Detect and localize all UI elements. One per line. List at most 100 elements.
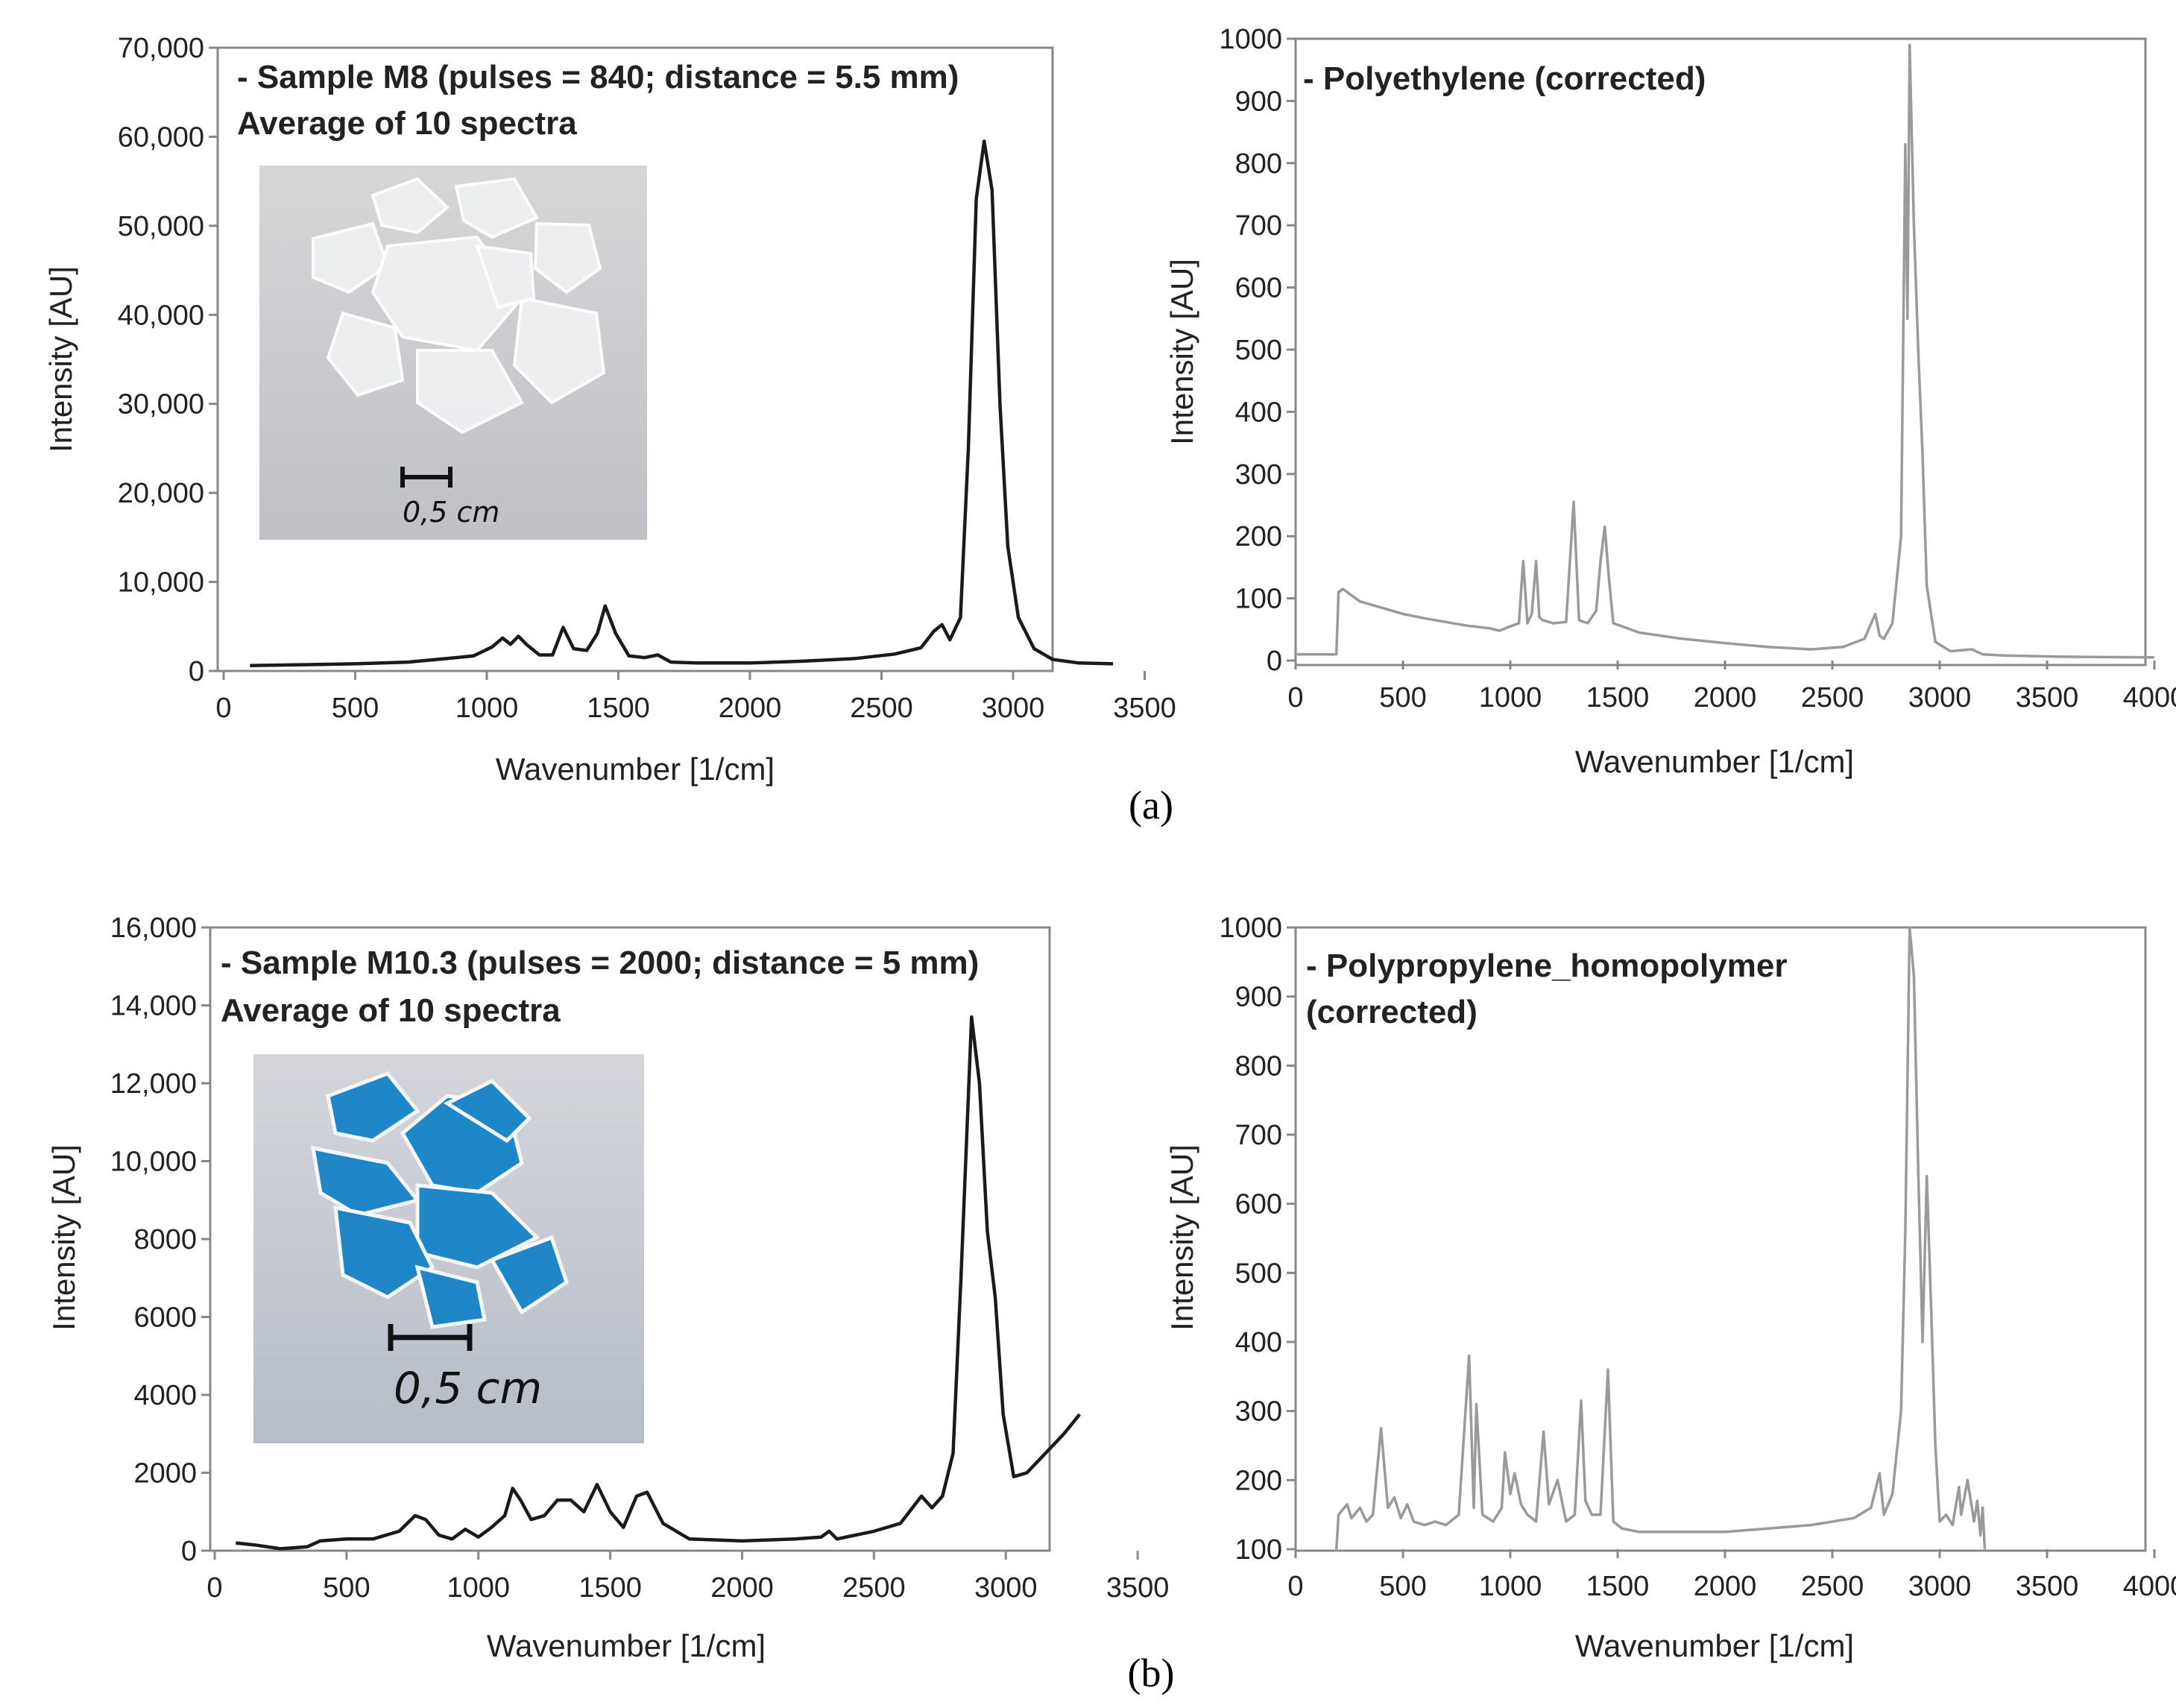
y-tick-label: 12,000 xyxy=(110,1068,197,1100)
y-tick-label: 300 xyxy=(1235,1396,1282,1428)
series-line xyxy=(236,1015,1082,1551)
y-axis-label: Intensity [AU] xyxy=(1164,1144,1199,1331)
y-tick-label: 1000 xyxy=(1219,913,1282,944)
series-line xyxy=(250,139,1114,668)
legend-line-1: - Polyethylene (corrected) xyxy=(1303,60,1706,97)
x-tick-label: 2000 xyxy=(1694,1571,1757,1602)
series-line xyxy=(1296,43,2155,659)
x-axis-label: Wavenumber [1/cm] xyxy=(1575,744,1854,779)
spectrum-line xyxy=(250,139,1114,668)
y-tick-label: 900 xyxy=(1235,982,1282,1013)
y-tick-label: 0 xyxy=(1267,646,1282,677)
x-tick-label: 500 xyxy=(323,1572,370,1604)
chart-panel-a-sample-m8: 0 500 1000 1500 2000 2500 3000 3500 0 10,000 20,00… xyxy=(43,33,1176,787)
y-tick-label: 0 xyxy=(181,1536,197,1567)
x-tick-label: 3500 xyxy=(1113,693,1176,724)
y-tick-label: 700 xyxy=(1235,1120,1282,1151)
x-tick-label: 1000 xyxy=(455,693,519,724)
transparent-flakes xyxy=(312,177,606,435)
x-tick-label: 4000 xyxy=(2123,682,2176,713)
y-tick-label: 70,000 xyxy=(118,33,204,64)
x-tick-label: 3500 xyxy=(2016,1571,2079,1602)
y-tick-label: 100 xyxy=(1235,584,1282,615)
y-tick-label: 6000 xyxy=(133,1302,197,1334)
y-tick-label: 700 xyxy=(1235,210,1282,242)
x-tick-label: 2000 xyxy=(710,1572,774,1604)
x-tick-label: 1500 xyxy=(578,1572,642,1604)
scale-label: 0,5 cm xyxy=(394,1363,542,1414)
y-axis-label: Intensity [AU] xyxy=(43,266,78,453)
y-tick-label: 0 xyxy=(189,656,204,687)
y-tick-label: 1000 xyxy=(1219,24,1282,55)
y-tick-label: 14,000 xyxy=(110,991,197,1022)
y-tick-label: 900 xyxy=(1235,86,1282,117)
x-tick-label: 1500 xyxy=(1586,682,1650,713)
y-tick-label: 20,000 xyxy=(118,478,204,509)
scale-bar xyxy=(400,467,452,488)
x-tick-label: 1500 xyxy=(587,693,650,724)
x-tick-label: 2500 xyxy=(1801,682,1864,713)
sample-photo-inset: 0,5 cm xyxy=(259,166,647,540)
x-tick-label: 500 xyxy=(1379,682,1426,713)
x-tick-label: 3500 xyxy=(1106,1572,1170,1604)
x-tick-label: 0 xyxy=(1287,682,1303,713)
x-tick-label: 3000 xyxy=(974,1572,1038,1604)
y-axis-label: Intensity [AU] xyxy=(1164,259,1199,445)
chart-panel-b-polypropylene: 0 500 1000 1500 2000 2500 3000 3500 4000 100 200 30… xyxy=(1164,913,2176,1663)
x-tick-label: 2500 xyxy=(1801,1571,1864,1602)
x-tick-label: 3000 xyxy=(1908,682,1972,713)
x-tick-label: 3000 xyxy=(1908,1571,1972,1602)
y-axis-label: Intensity [AU] xyxy=(46,1144,81,1331)
spectrum-line xyxy=(1334,926,1987,1550)
plot-frame xyxy=(1294,37,2147,667)
x-tick-label: 3500 xyxy=(2016,682,2079,713)
y-tick-label: 200 xyxy=(1235,1465,1282,1496)
y-tick-label: 8000 xyxy=(133,1224,197,1255)
scale-label: 0,5 cm xyxy=(403,496,499,529)
y-tick-label: 800 xyxy=(1235,148,1282,180)
y-tick-label: 50,000 xyxy=(118,211,204,242)
x-tick-label: 2000 xyxy=(1694,682,1757,713)
y-tick-label: 600 xyxy=(1235,1189,1282,1220)
chart-panel-b-sample-m10-3: 0 500 1000 1500 2000 2500 3000 3500 0 2000 4000 600… xyxy=(46,913,1169,1663)
x-tick-label: 2500 xyxy=(850,693,913,724)
spectrum-line xyxy=(236,1015,1082,1551)
axis-ticks: 0 500 1000 1500 2000 2500 3000 3500 4000 100 200 30… xyxy=(1219,913,2176,1602)
legend-line-2: Average of 10 spectra xyxy=(221,992,561,1029)
x-tick-label: 1000 xyxy=(1479,682,1542,713)
y-tick-label: 10,000 xyxy=(118,567,204,599)
y-tick-label: 400 xyxy=(1235,397,1282,428)
x-tick-label: 2000 xyxy=(719,693,782,724)
y-tick-label: 40,000 xyxy=(118,300,204,331)
x-axis-label: Wavenumber [1/cm] xyxy=(487,1628,766,1663)
legend-line-2: (corrected) xyxy=(1306,994,1478,1030)
y-tick-label: 30,000 xyxy=(118,389,204,420)
axis-ticks: 0 500 1000 1500 2000 2500 3000 3500 0 2000 4000 600… xyxy=(110,913,1170,1604)
spectrum-line xyxy=(1296,43,2155,659)
y-tick-label: 500 xyxy=(1235,1258,1282,1289)
y-tick-label: 2000 xyxy=(133,1458,197,1490)
caption-a: (a) xyxy=(1129,783,1173,828)
y-tick-label: 400 xyxy=(1235,1327,1282,1358)
y-tick-label: 4000 xyxy=(133,1380,197,1411)
legend-line-2: Average of 10 spectra xyxy=(237,105,577,142)
y-tick-label: 800 xyxy=(1235,1050,1282,1082)
x-axis-label: Wavenumber [1/cm] xyxy=(496,751,775,787)
blue-flakes xyxy=(310,1071,569,1329)
x-tick-label: 4000 xyxy=(2123,1571,2176,1602)
legend-line-1: - Sample M8 (pulses = 840; distance = 5.… xyxy=(237,59,959,95)
sample-photo-inset: 0,5 cm xyxy=(253,1054,644,1443)
x-tick-label: 1000 xyxy=(447,1572,510,1604)
x-tick-label: 3000 xyxy=(982,693,1045,724)
axis-ticks: 0 500 1000 1500 2000 2500 3000 3500 4000 0 100 200 3… xyxy=(1219,24,2176,713)
x-tick-label: 0 xyxy=(1287,1571,1303,1602)
y-tick-label: 100 xyxy=(1235,1534,1282,1566)
legend-line-1: - Sample M10.3 (pulses = 2000; distance … xyxy=(221,945,979,981)
caption-b: (b) xyxy=(1128,1651,1175,1695)
y-tick-label: 10,000 xyxy=(110,1147,197,1178)
plot-frame xyxy=(1294,926,2147,1552)
scale-bar xyxy=(388,1324,473,1351)
y-tick-label: 500 xyxy=(1235,335,1282,366)
x-axis-label: Wavenumber [1/cm] xyxy=(1575,1628,1854,1663)
